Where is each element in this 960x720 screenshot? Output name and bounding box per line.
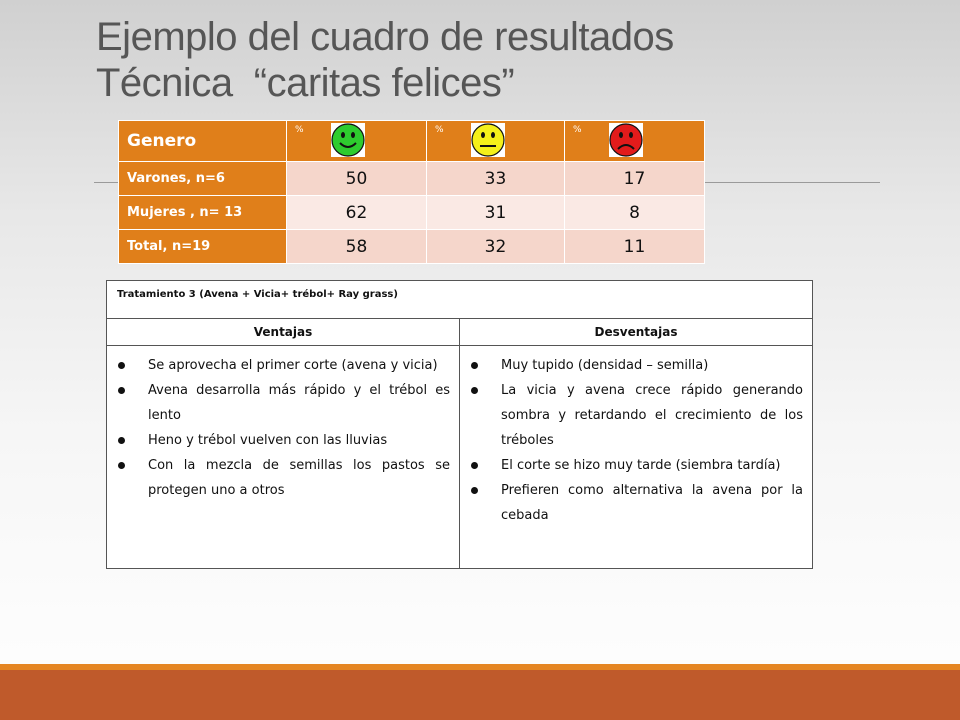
value-sad: 11 <box>564 229 705 264</box>
list-item-text: Prefieren como alternativa la avena por … <box>501 483 803 523</box>
results-table: Genero % % % <box>118 120 705 264</box>
header-sad: % <box>564 120 705 162</box>
list-item-text: Muy tupido (densidad – semilla) <box>501 358 709 373</box>
value-neutral: 32 <box>426 229 565 264</box>
divider-left <box>94 182 118 183</box>
results-row-total: Total, n=19 58 32 11 <box>118 229 705 264</box>
bullet-icon <box>471 362 478 369</box>
treatment-title: Tratamiento 3 (Avena + Vicia+ trébol+ Ra… <box>117 289 398 300</box>
neutral-face-icon <box>471 123 505 157</box>
bullet-icon <box>471 462 478 469</box>
list-item: El corte se hizo muy tarde (siembra tard… <box>471 453 803 478</box>
list-item-text: Avena desarrolla más rápido y el trébol … <box>148 383 450 423</box>
percent-label: % <box>295 125 304 135</box>
desventajas-list: Muy tupido (densidad – semilla) La vicia… <box>461 347 811 528</box>
happy-face-icon <box>331 123 365 157</box>
value-neutral: 31 <box>426 195 565 230</box>
list-item: Prefieren como alternativa la avena por … <box>471 478 803 528</box>
column-header-desventajas: Desventajas <box>459 318 813 346</box>
list-item: Muy tupido (densidad – semilla) <box>471 353 803 378</box>
list-item: Avena desarrolla más rápido y el trébol … <box>118 378 450 428</box>
bullet-icon <box>471 487 478 494</box>
header-neutral: % <box>426 120 565 162</box>
treatment-table: Tratamiento 3 (Avena + Vicia+ trébol+ Ra… <box>106 280 813 569</box>
row-label: Varones, n=6 <box>118 161 287 196</box>
value-happy: 50 <box>286 161 427 196</box>
value-happy: 58 <box>286 229 427 264</box>
list-item-text: La vicia y avena crece rápido generando … <box>501 383 803 448</box>
results-header-row: Genero % % % <box>118 120 705 162</box>
column-header-ventajas: Ventajas <box>106 318 460 346</box>
list-item-text: Heno y trébol vuelven con las lluvias <box>148 433 388 448</box>
bullet-icon <box>118 437 125 444</box>
ventajas-list: Se aprovecha el primer corte (avena y vi… <box>108 347 458 503</box>
percent-label: % <box>435 125 444 135</box>
percent-label: % <box>573 125 582 135</box>
list-item-text: El corte se hizo muy tarde (siembra tard… <box>501 458 781 473</box>
value-neutral: 33 <box>426 161 565 196</box>
bullet-icon <box>118 462 125 469</box>
slide-title: Ejemplo del cuadro de resultados Técnica… <box>96 14 916 106</box>
bullet-icon <box>118 362 125 369</box>
footer-bar <box>0 670 960 720</box>
row-label: Total, n=19 <box>118 229 287 264</box>
sad-face-icon <box>609 123 643 157</box>
value-sad: 8 <box>564 195 705 230</box>
divider-right <box>704 182 880 183</box>
list-item: Se aprovecha el primer corte (avena y vi… <box>118 353 450 378</box>
list-item: La vicia y avena crece rápido generando … <box>471 378 803 453</box>
slide-title-line-2: Técnica “caritas felices” <box>96 61 515 105</box>
header-genero: Genero <box>118 120 287 162</box>
bullet-icon <box>118 387 125 394</box>
value-sad: 17 <box>564 161 705 196</box>
header-happy: % <box>286 120 427 162</box>
results-row-varones: Varones, n=6 50 33 17 <box>118 161 705 196</box>
list-item: Con la mezcla de semillas los pastos se … <box>118 453 450 503</box>
list-item: Heno y trébol vuelven con las lluvias <box>118 428 450 453</box>
bullet-icon <box>471 387 478 394</box>
row-label: Mujeres , n= 13 <box>118 195 287 230</box>
value-happy: 62 <box>286 195 427 230</box>
list-item-text: Con la mezcla de semillas los pastos se … <box>148 458 450 498</box>
slide-title-line-1: Ejemplo del cuadro de resultados <box>96 15 674 59</box>
desventajas-cell: Muy tupido (densidad – semilla) La vicia… <box>459 345 813 569</box>
ventajas-cell: Se aprovecha el primer corte (avena y vi… <box>106 345 460 569</box>
results-row-mujeres: Mujeres , n= 13 62 31 8 <box>118 195 705 230</box>
footer-accent-bar <box>0 664 960 670</box>
list-item-text: Se aprovecha el primer corte (avena y vi… <box>148 358 438 373</box>
